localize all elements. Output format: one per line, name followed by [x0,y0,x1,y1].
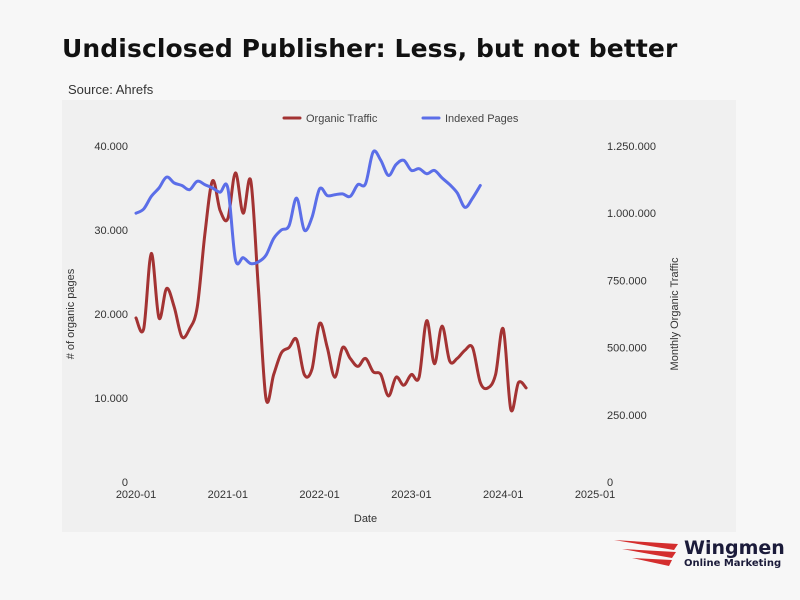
legend-label-0: Organic Traffic [306,113,378,125]
y-right-tick-label: 250.000 [607,410,647,422]
series-line-0 [134,171,528,413]
y-left-tick-label: 0 [122,477,128,489]
y-right-axis-title: Monthly Organic Traffic [669,257,681,370]
line-chart: Organic Traffic Indexed Pages 0 10.000 20.0… [65,113,681,525]
x-tick-label: 2021-01 [208,489,248,501]
x-tick-label: 2023-01 [391,489,431,501]
x-axis: 2020-01 2021-01 2022-01 2023-01 2024-01 2025-… [116,489,615,501]
y-left-tick-label: 10.000 [94,393,128,405]
y-left-tick-label: 20.000 [94,309,128,321]
series-line-1 [134,149,482,266]
brand-name: Wingmen [684,537,785,559]
y-right-tick-label: 500.000 [607,343,647,355]
wing-icon [614,540,678,566]
y-right-tick-label: 750.000 [607,275,647,287]
y-right-tick-label: 0 [607,477,613,489]
y-right-axis: 0 250.000 500.000 750.000 1.000.000 1.250.000 [607,141,656,489]
x-tick-label: 2025-01 [575,489,615,501]
y-left-tick-label: 30.000 [94,225,128,237]
x-axis-title: Date [354,513,377,525]
chart-legend: Organic Traffic Indexed Pages [282,113,519,125]
source-note: Source: Ahrefs [68,82,154,97]
y-right-tick-label: 1.000.000 [607,208,656,220]
wingmen-logo: Wingmen Online Marketing [612,536,785,576]
y-right-tick-label: 1.250.000 [607,141,656,153]
y-left-tick-label: 40.000 [94,141,128,153]
y-left-axis: 0 10.000 20.000 30.000 40.000 [94,141,128,489]
y-left-axis-title: # of organic pages [65,268,77,359]
x-tick-label: 2020-01 [116,489,156,501]
page-title: Undisclosed Publisher: Less, but not bet… [62,34,678,63]
legend-label-1: Indexed Pages [445,113,519,125]
x-tick-label: 2022-01 [299,489,339,501]
chart-panel: Organic Traffic Indexed Pages 0 10.000 20.0… [62,100,736,532]
plot-area [134,149,528,413]
brand-tagline: Online Marketing [684,558,782,569]
x-tick-label: 2024-01 [483,489,523,501]
